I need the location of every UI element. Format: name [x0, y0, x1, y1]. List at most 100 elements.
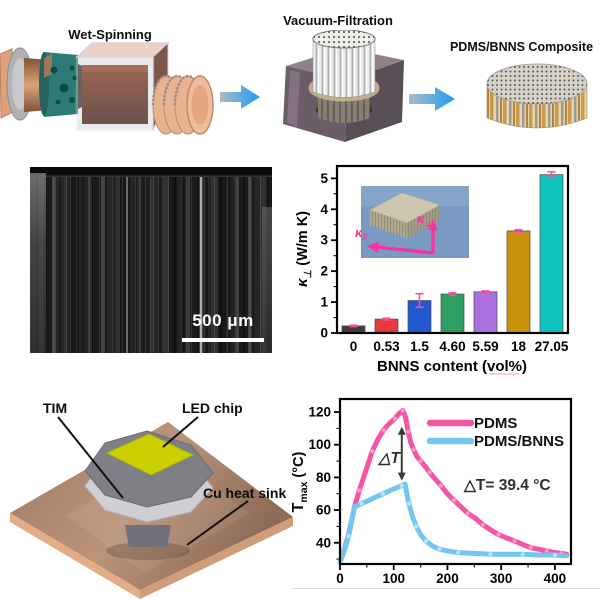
x-tick-label: 300: [490, 571, 513, 586]
series-marker: [488, 552, 493, 557]
composite-illustration: [486, 63, 588, 129]
x-category-label: 5.59: [472, 339, 498, 354]
series-marker: [346, 534, 351, 539]
series-marker: [381, 427, 386, 433]
x-category-label: 0.53: [373, 339, 400, 354]
y-tick-label: 100: [308, 437, 331, 452]
box-highlight: [287, 70, 300, 128]
y-tick-label: 80: [316, 470, 331, 485]
bar-xaxis-title: BNNS content (vol%): [377, 358, 527, 375]
bar: [539, 174, 564, 334]
wet-spinning-illustration: [0, 41, 214, 135]
x-tick-label: 200: [436, 571, 459, 586]
series-marker: [451, 498, 456, 503]
legend-label-pdms-bnns: PDMS/BNNS: [474, 433, 564, 450]
series-marker: [480, 522, 485, 527]
sample-side-fibers: [407, 205, 440, 238]
series-marker: [406, 429, 411, 434]
led-chip-label: LED chip: [182, 400, 243, 416]
delta-t-arrowhead-top: [397, 426, 406, 435]
vacuum-filtration-illustration: [283, 30, 404, 142]
flow-arrow-2: [409, 87, 455, 111]
series-marker: [520, 552, 525, 557]
x-category-label: 18: [511, 339, 527, 354]
flow-arrow-1: [220, 85, 260, 109]
series-marker: [427, 470, 432, 475]
sem-right-texture: [262, 207, 272, 353]
x-category-label: 0: [350, 339, 358, 354]
plot-frame: [338, 397, 573, 566]
drum-spots: [50, 65, 78, 105]
composite-label: PDMS/BNNS Composite: [449, 40, 594, 54]
figure-bottom-rule: [292, 588, 600, 589]
series-marker: [418, 458, 423, 464]
legend-label-pdms: PDMS: [474, 415, 517, 432]
arrow-shape: [220, 85, 260, 109]
delta-t-value: △T= 39.4 °C: [463, 477, 551, 494]
coagulation-liquid: [82, 65, 148, 124]
kappa-perp-label: κ⊥: [417, 211, 432, 228]
sem-bright-fiber: [126, 177, 128, 353]
delta-t-arrowhead-bottom: [397, 472, 406, 481]
sem-bright-fiber: [200, 177, 202, 353]
liquid-surface: [82, 65, 148, 72]
sem-top-band: [30, 167, 272, 177]
kappa-perp-arrowhead: [428, 219, 438, 230]
y-tick-label: 5: [320, 171, 328, 186]
series-marker: [392, 416, 397, 421]
fiber-spool: [151, 74, 214, 135]
series-pdms: [337, 407, 570, 565]
line-plot-area: 0 100 200 300 400 40 60 80 100 120: [308, 397, 573, 586]
sem-left-texture: [30, 173, 46, 353]
series-marker: [400, 408, 405, 413]
thermal-conductivity-bar-chart: 0 1 2 3 4 5 0 0.53 1.5 4.60 5.59 18 27.05 BNNS conte…: [294, 164, 570, 375]
series-marker: [370, 449, 375, 454]
fiber-bundle: [312, 39, 376, 98]
glass-bath: [75, 55, 155, 132]
y-tick-label: 3: [320, 233, 328, 248]
series-marker: [437, 547, 442, 552]
series-marker: [512, 539, 517, 544]
y-tick-label: 4: [320, 202, 328, 217]
legend: PDMS PDMS/BNNS: [426, 415, 564, 450]
y-tick-label: 60: [316, 503, 331, 518]
plot-frame: [335, 164, 570, 335]
pointer-lines: [57, 416, 249, 546]
y-tick-label: 40: [316, 535, 331, 550]
y-tick-label: 2: [320, 264, 328, 279]
heat-sink-label: Cu heat sink: [203, 485, 286, 501]
sem-scale-bar: [182, 338, 264, 342]
kappa-arrows: [376, 227, 435, 255]
x-category-label: 1.5: [410, 339, 429, 354]
heat-sink-edge-right: [140, 517, 293, 599]
package-shadow: [106, 542, 190, 560]
arrow-shape: [409, 87, 455, 111]
x-category-label: 4.60: [439, 339, 465, 354]
y-tick-label: 0: [320, 326, 328, 341]
series-marker: [423, 539, 429, 544]
temperature-line-chart: 0 100 200 300 400 40 60 80 100 120 Tmax (°C) PDMS…: [290, 397, 573, 586]
bar: [473, 291, 498, 334]
series-marker: [406, 501, 411, 506]
series-marker: [544, 548, 549, 554]
delta-t-arrow-label: △T: [377, 450, 402, 467]
series-marker: [552, 552, 557, 558]
series-marker: [411, 447, 416, 452]
sample-photo-inset: κ// κ⊥: [355, 186, 469, 258]
line-yaxis-title: Tmax (°C): [290, 451, 310, 512]
x-category-label: 27.05: [535, 339, 569, 354]
series-marker: [496, 532, 501, 537]
x-tick-label: 400: [544, 571, 567, 586]
series-marker: [438, 483, 444, 488]
vacuum-filtration-label: Vacuum-Filtration: [283, 13, 393, 28]
heat-sink-edge-left: [10, 513, 140, 599]
led-chip-face: [105, 433, 195, 476]
cylinder-top-dots: [487, 64, 587, 104]
led-assembly-diagram: TIM LED chip Cu heat sink: [10, 400, 293, 599]
drum-copper-patch: [44, 54, 52, 78]
y-tick-label: 1: [320, 295, 328, 310]
sem-scale-label: 500 μm: [192, 311, 254, 330]
bundle-top-dots: [313, 30, 375, 48]
kappa-parallel-label: κ//: [355, 225, 369, 242]
